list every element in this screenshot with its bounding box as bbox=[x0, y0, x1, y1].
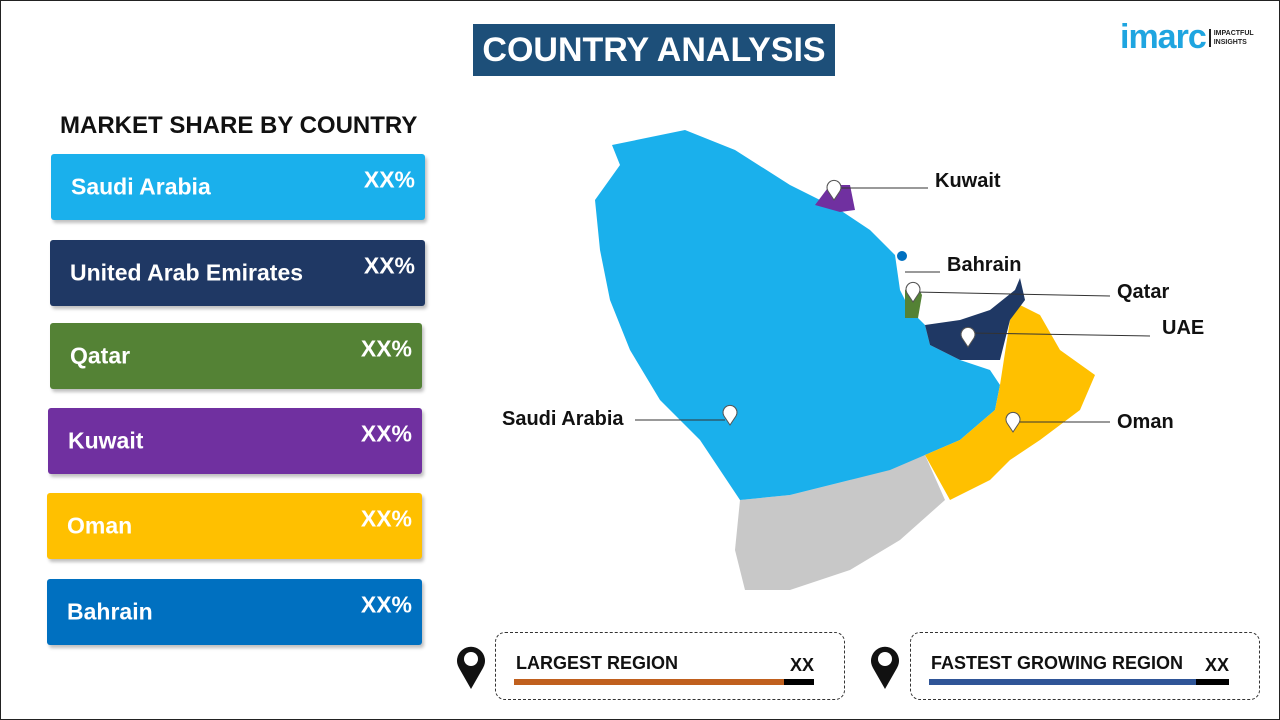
share-value: XX% bbox=[360, 505, 412, 532]
page-title: COUNTRY ANALYSIS bbox=[473, 24, 835, 76]
label-kuwait: Kuwait bbox=[935, 170, 1001, 192]
fastest-growing-region-card: FASTEST GROWING REGION XX bbox=[910, 632, 1260, 700]
map-bahrain bbox=[897, 251, 907, 261]
share-bar: Bahrain XX% bbox=[47, 579, 422, 645]
location-pin-icon bbox=[457, 646, 485, 689]
share-bar: Kuwait XX% bbox=[48, 408, 422, 474]
share-bar: United Arab Emirates XX% bbox=[50, 240, 425, 306]
label-bahrain: Bahrain bbox=[947, 254, 1022, 276]
share-bar: Saudi Arabia XX% bbox=[51, 154, 425, 220]
share-value: XX% bbox=[360, 420, 412, 447]
label-uae: UAE bbox=[1162, 317, 1205, 339]
country-name: Saudi Arabia bbox=[71, 173, 211, 200]
share-bar: Qatar XX% bbox=[50, 323, 422, 389]
pin-icon bbox=[1005, 411, 1021, 433]
share-value: XX% bbox=[363, 252, 415, 279]
largest-region-card: LARGEST REGION XX bbox=[495, 632, 845, 700]
label-oman: Oman bbox=[1117, 411, 1174, 433]
pin-icon bbox=[826, 179, 842, 201]
imarc-logo: imarc IMPACTFUL INSIGHTS bbox=[1120, 18, 1264, 57]
share-value: XX% bbox=[363, 166, 415, 193]
pin-icon bbox=[905, 281, 921, 303]
country-name: Bahrain bbox=[67, 598, 153, 625]
country-name: Qatar bbox=[70, 342, 131, 369]
country-name: Kuwait bbox=[68, 427, 144, 454]
map-oman bbox=[925, 305, 1095, 500]
share-bar: Oman XX% bbox=[47, 493, 422, 559]
map-saudi-arabia bbox=[595, 130, 1000, 500]
share-value: XX% bbox=[360, 335, 412, 362]
country-name: Oman bbox=[67, 512, 133, 539]
share-value: XX% bbox=[360, 591, 412, 618]
pin-icon bbox=[722, 404, 738, 426]
map-yemen bbox=[735, 455, 945, 590]
country-name: United Arab Emirates bbox=[70, 259, 304, 286]
label-qatar: Qatar bbox=[1117, 281, 1170, 303]
label-saudi-arabia: Saudi Arabia bbox=[502, 408, 624, 430]
map-uae bbox=[925, 278, 1025, 360]
pin-icon bbox=[960, 326, 976, 348]
location-pin-icon bbox=[871, 646, 899, 689]
section-subtitle: MARKET SHARE BY COUNTRY bbox=[60, 112, 418, 139]
